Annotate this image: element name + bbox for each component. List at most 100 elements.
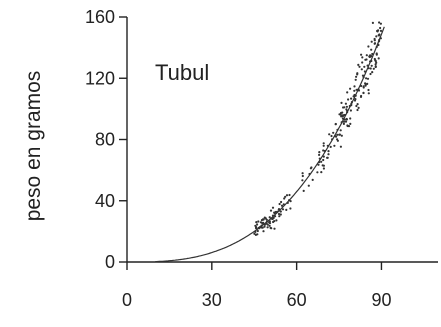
data-point [282,203,285,206]
data-point [355,104,358,108]
data-point [367,92,370,95]
data-point [327,150,330,153]
data-point [264,217,267,220]
data-point [269,209,273,212]
data-point [346,91,349,94]
data-point [271,214,275,217]
data-point [360,53,363,56]
data-point [289,207,292,210]
data-point [326,144,329,147]
data-point [374,65,377,69]
data-point [278,202,281,206]
data-point [355,75,358,78]
data-point [377,29,380,32]
data-point [362,76,365,79]
data-point [359,95,363,98]
data-point [256,229,259,233]
data-point [358,65,361,68]
data-point [341,117,344,120]
data-point [275,219,278,222]
data-point [378,21,381,24]
y-ticks: 0 40 80 120 160 [85,7,127,272]
data-point [342,120,346,123]
axes [126,17,438,263]
data-point [354,94,357,97]
data-point [255,221,258,224]
data-point [288,199,291,202]
data-point [280,200,283,204]
data-point [329,145,332,148]
data-point [328,133,331,136]
data-point [365,77,368,80]
data-point [377,34,381,37]
data-point [269,226,272,229]
data-point [332,131,335,134]
data-point [273,227,276,230]
data-point [344,120,348,123]
x-tick-label: 30 [202,290,222,310]
data-point [322,164,325,167]
data-point [322,167,325,170]
data-point [347,98,350,101]
data-point [262,230,265,233]
data-point [308,172,311,176]
data-point [336,128,339,131]
axis-frame [126,17,438,263]
data-point [369,72,372,76]
y-tick-label: 120 [85,68,115,88]
data-point [362,91,365,94]
data-point [373,39,376,42]
data-point [340,121,343,124]
data-point [340,101,343,104]
data-point [318,161,321,164]
data-point [268,216,271,219]
data-point [350,97,353,100]
data-point [323,149,326,153]
data-point [279,213,282,216]
data-point [273,212,276,215]
data-point [366,77,370,80]
data-point [373,57,376,61]
data-point [301,174,304,178]
data-point [268,224,271,227]
data-point [279,210,282,213]
data-point [346,109,349,112]
data-point [362,86,365,89]
data-point [276,210,279,213]
data-point [377,40,381,43]
data-point [370,40,373,43]
data-point [301,172,304,175]
data-point [339,113,342,116]
data-point [280,204,284,207]
data-point [272,216,275,219]
data-point [260,224,263,227]
data-point [355,88,358,91]
data-point [263,225,266,228]
data-point [343,113,346,117]
data-point [257,220,260,223]
data-point [333,144,336,147]
data-point [320,171,323,174]
data-point [357,63,360,66]
data-point [357,106,360,109]
x-tick-label: 60 [287,290,307,310]
data-point [372,67,375,70]
data-point [316,171,319,174]
data-point [265,220,268,223]
data-point [288,193,291,197]
data-point [371,21,374,24]
data-point [254,224,257,227]
y-tick-label: 40 [95,191,115,211]
y-tick-label: 160 [85,7,115,27]
data-point [263,223,266,226]
data-point [339,129,342,132]
data-point [254,233,257,236]
data-point [331,138,334,141]
data-point [281,208,285,211]
data-point [266,226,269,229]
data-point [373,42,377,45]
data-point [302,189,305,192]
data-point [374,63,377,66]
data-point [254,230,257,233]
